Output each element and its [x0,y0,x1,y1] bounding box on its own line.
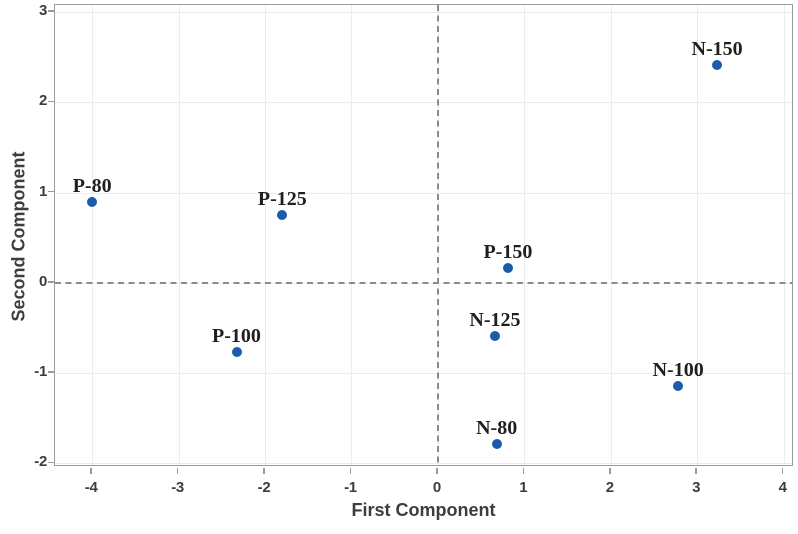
vertical-gridline [351,5,353,465]
x-axis-tick [436,467,438,474]
horizontal-gridline [55,12,792,14]
x-axis-tick-label: 2 [605,478,614,496]
data-point-p-125 [277,210,288,221]
x-axis-title: First Component [351,500,496,520]
vertical-gridline [783,5,785,465]
data-point-n-100 [673,380,684,391]
data-point-p-100 [231,346,242,357]
y-zero-reference-line [55,282,792,284]
x-axis-tick-label: -2 [257,478,271,496]
x-axis-tick-label: -4 [84,478,98,496]
y-axis-tick-label: -2 [34,453,47,471]
x-zero-reference-line [437,5,439,465]
horizontal-gridline [55,102,792,104]
vertical-gridline [178,5,180,465]
y-axis-tick [48,281,54,283]
data-point-n-150 [712,59,723,70]
y-axis-tick-label: 1 [38,182,47,200]
y-axis-tick [48,10,54,12]
x-axis-tick [609,467,611,474]
vertical-gridline [92,5,94,465]
data-point-label-p-125: P-125 [257,188,307,211]
horizontal-gridline [55,373,792,375]
vertical-gridline [697,5,699,465]
data-point-label-p-80: P-80 [72,174,112,197]
x-axis-tick [263,467,265,474]
plot-area: P-80 P-125 P-100 P-150 N-150 N-125 N-100 N-80 [54,4,793,466]
x-axis-tick [522,467,525,474]
vertical-gridline [524,5,526,465]
x-axis-tick [176,467,179,474]
y-axis-tick [48,461,54,464]
data-point-n-80 [491,439,502,450]
x-axis-tick [90,467,92,474]
x-axis-tick [349,467,352,474]
data-point-n-125 [489,331,500,342]
y-axis-title: Second Component [8,151,29,322]
x-axis-tick [781,467,784,474]
horizontal-gridline [55,463,792,465]
data-point-label-n-125: N-125 [469,309,521,332]
data-point-p-150 [502,262,513,273]
data-point-label-n-150: N-150 [691,37,743,60]
y-axis-tick [48,371,54,373]
x-axis-tick-label: 1 [519,478,528,496]
y-axis-tick [48,190,54,193]
y-axis-tick [48,100,54,103]
data-point-label-p-150: P-150 [483,240,533,263]
data-point-label-n-80: N-80 [476,417,518,440]
data-point-label-p-100: P-100 [212,324,261,347]
x-axis-tick-label: -1 [344,478,357,496]
x-axis-tick-label: 0 [432,478,441,496]
vertical-gridline [610,5,612,465]
y-axis-tick-label: 0 [38,272,47,290]
y-axis-tick-label: -1 [34,363,47,381]
x-axis-tick-label: 4 [778,478,787,496]
x-axis-tick-label: 3 [692,478,701,496]
x-axis-tick-label: -3 [171,478,184,496]
vertical-gridline [265,5,267,465]
data-point-label-n-100: N-100 [652,358,704,381]
y-axis-tick-label: 2 [38,92,47,110]
x-axis-tick [695,467,697,474]
y-axis-tick-label: 3 [38,2,47,20]
data-point-p-80 [87,196,98,207]
horizontal-gridline [55,192,792,194]
